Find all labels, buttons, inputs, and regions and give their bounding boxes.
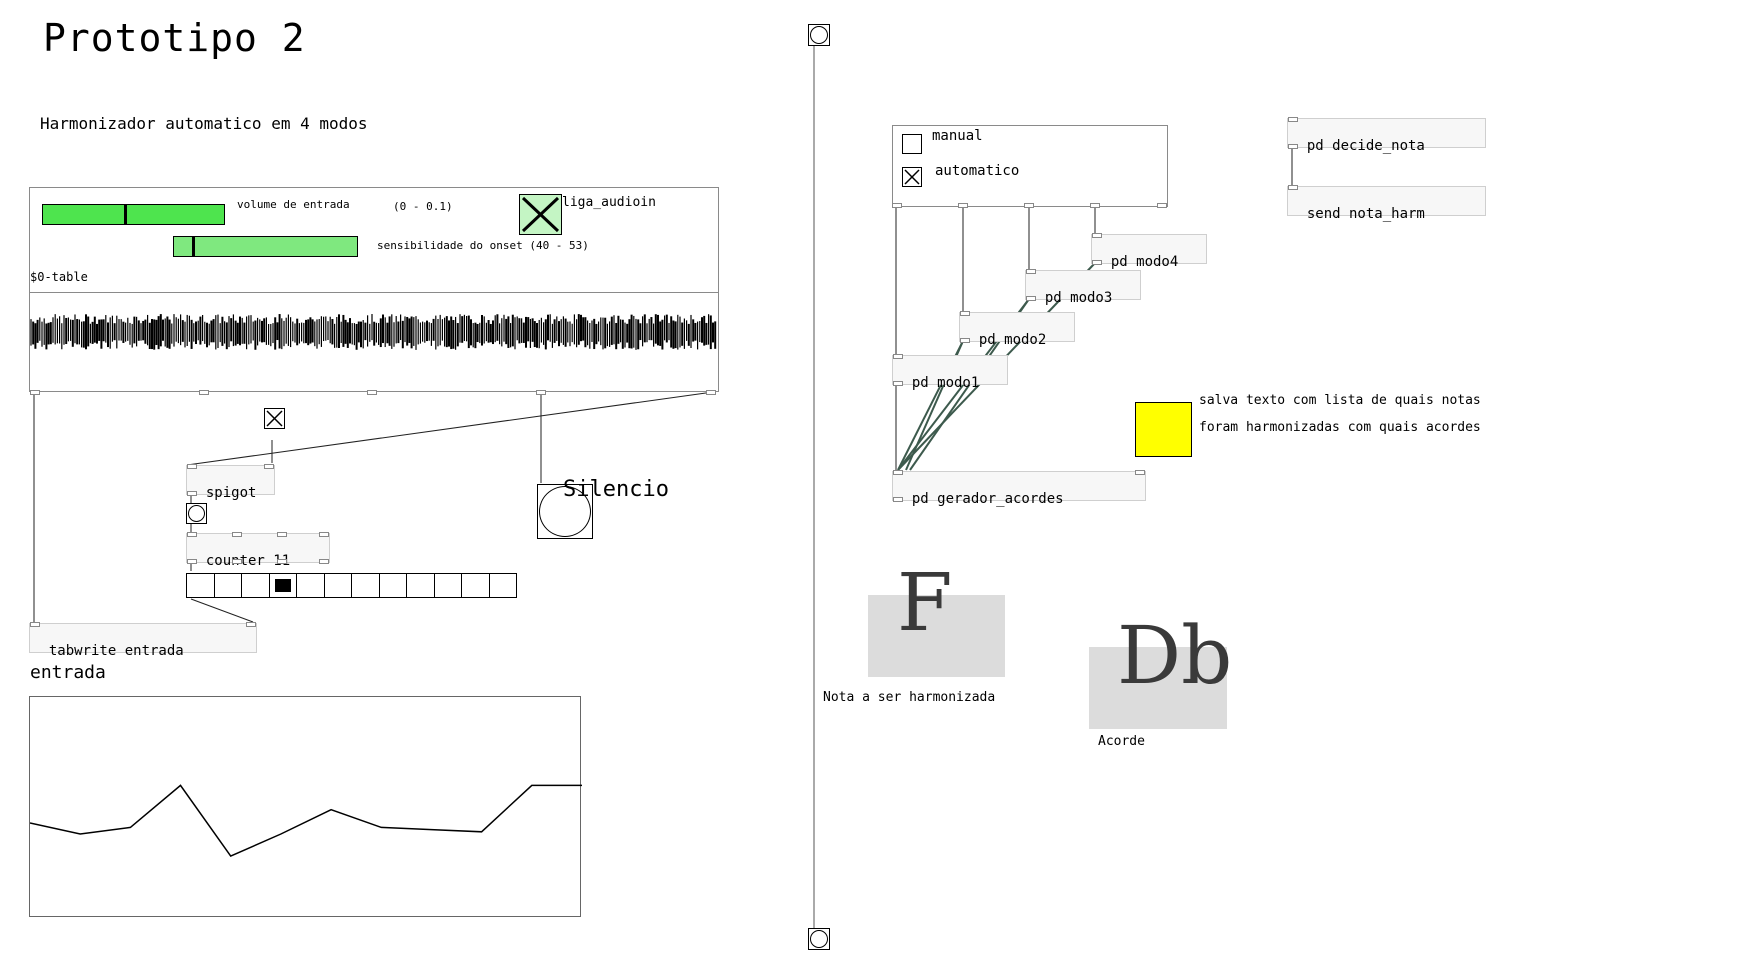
pd-modo1[interactable]: pd modo1 xyxy=(892,354,1008,391)
decide-nota-text: pd decide_nota xyxy=(1306,138,1425,154)
pd-modo2-text: pd modo2 xyxy=(978,332,1047,348)
automatico-label: automatico xyxy=(935,163,1020,179)
save-comment-line1: salva texto com lista de quais notas xyxy=(1199,393,1481,408)
note-value: F xyxy=(897,556,953,649)
pd-decide-nota[interactable]: pd decide_nota xyxy=(1287,117,1486,154)
spigot-object[interactable]: spigot xyxy=(186,464,275,501)
bottom-bang[interactable] xyxy=(808,928,830,950)
toggle-x-icon xyxy=(266,410,283,427)
pd-modo2[interactable]: pd modo2 xyxy=(959,311,1075,348)
radio-cell[interactable] xyxy=(380,574,407,597)
spigot-text: spigot xyxy=(205,485,257,501)
radio-cell[interactable] xyxy=(407,574,435,597)
spigot-toggle[interactable] xyxy=(264,408,285,429)
table-label: $0-table xyxy=(30,270,88,284)
note-display xyxy=(868,595,1005,677)
volume-label: volume de entrada xyxy=(237,198,350,211)
pd-modo1-text: pd modo1 xyxy=(911,375,980,391)
array-plot xyxy=(30,784,582,858)
silencio-bang[interactable] xyxy=(537,484,593,539)
onset-sensitivity-slider[interactable] xyxy=(173,236,358,257)
radio-cell[interactable] xyxy=(325,574,352,597)
tabwrite-object[interactable]: tabwrite entrada xyxy=(29,622,257,659)
pd-modo3[interactable]: pd modo3 xyxy=(1025,269,1141,306)
send-nota-harm[interactable]: send nota_harm xyxy=(1287,185,1486,222)
patch-title: Prototipo 2 xyxy=(43,16,306,60)
send-nota-text: send nota_harm xyxy=(1306,206,1425,222)
pd-modo4[interactable]: pd modo4 xyxy=(1091,233,1207,270)
pd-modo4-text: pd modo4 xyxy=(1110,254,1179,270)
pd-modo3-text: pd modo3 xyxy=(1044,290,1113,306)
save-text-bang[interactable] xyxy=(1135,402,1192,457)
radio-cell[interactable] xyxy=(352,574,380,597)
automatico-toggle[interactable] xyxy=(902,167,922,187)
volume-range-label: (0 - 0.1) xyxy=(393,200,453,213)
tabwrite-text: tabwrite entrada xyxy=(48,643,184,659)
audio-in-label: liga_audioin xyxy=(562,195,656,210)
bang-button[interactable] xyxy=(186,503,207,524)
toggle-x-icon xyxy=(904,169,920,185)
toggle-x-icon xyxy=(521,196,560,233)
volume-slider-knob[interactable] xyxy=(124,205,128,224)
table-divider xyxy=(30,292,718,293)
radio-cell[interactable] xyxy=(187,574,215,597)
pd-gerador-acordes[interactable]: pd gerador_acordes xyxy=(892,470,1146,507)
save-comment-line2: foram harmonizadas com quais acordes xyxy=(1199,420,1481,435)
radio-cell[interactable] xyxy=(462,574,490,597)
onset-slider-knob[interactable] xyxy=(192,237,196,256)
radio-cell[interactable] xyxy=(215,574,242,597)
chord-caption: Acorde xyxy=(1098,734,1145,749)
pd-gerador-text: pd gerador_acordes xyxy=(911,491,1064,507)
array-graph xyxy=(29,696,582,917)
note-caption: Nota a ser harmonizada xyxy=(823,690,996,705)
top-bang[interactable] xyxy=(808,24,830,46)
radio-cell[interactable] xyxy=(270,574,297,597)
onset-label: sensibilidade do onset (40 - 53) xyxy=(377,239,589,252)
radio-cell[interactable] xyxy=(297,574,325,597)
chord-display xyxy=(1089,647,1227,729)
array-name: entrada xyxy=(30,662,106,683)
patch-subtitle: Harmonizador automatico em 4 modos xyxy=(40,114,368,133)
radio-cell[interactable] xyxy=(242,574,270,597)
radio-cell[interactable] xyxy=(490,574,517,597)
silencio-label: Silencio xyxy=(563,477,669,502)
manual-label: manual xyxy=(932,128,983,144)
chord-value: Db xyxy=(1117,609,1233,702)
radio-cell[interactable] xyxy=(435,574,462,597)
manual-toggle[interactable] xyxy=(902,134,922,154)
audio-in-toggle[interactable] xyxy=(519,194,562,235)
counter-object[interactable]: counter 11 xyxy=(186,532,330,569)
counter-radio[interactable] xyxy=(186,573,517,598)
volume-slider[interactable] xyxy=(42,204,225,225)
